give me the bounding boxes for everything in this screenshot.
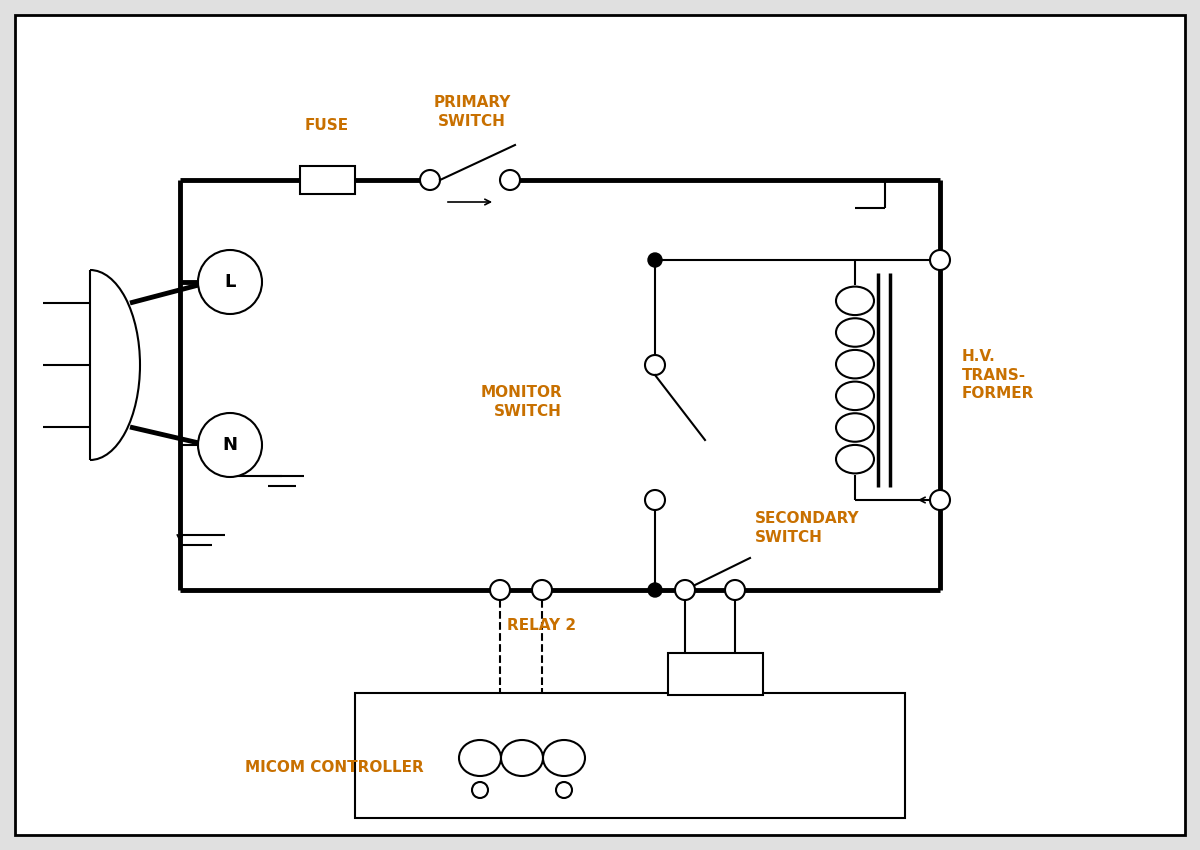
Text: MONITOR
SWITCH: MONITOR SWITCH	[480, 385, 562, 419]
Ellipse shape	[458, 740, 502, 776]
FancyBboxPatch shape	[355, 693, 905, 818]
FancyBboxPatch shape	[14, 15, 1186, 835]
FancyBboxPatch shape	[300, 166, 355, 194]
Text: RELAY 2: RELAY 2	[508, 617, 576, 632]
Circle shape	[648, 253, 662, 267]
Text: PRIMARY
SWITCH: PRIMARY SWITCH	[433, 95, 511, 129]
Circle shape	[500, 170, 520, 190]
Circle shape	[648, 583, 662, 597]
Circle shape	[646, 490, 665, 510]
Text: FUSE: FUSE	[305, 117, 349, 133]
Circle shape	[532, 580, 552, 600]
Ellipse shape	[836, 318, 874, 347]
Circle shape	[674, 580, 695, 600]
Circle shape	[198, 413, 262, 477]
FancyBboxPatch shape	[668, 653, 763, 695]
Ellipse shape	[836, 382, 874, 410]
Ellipse shape	[836, 286, 874, 315]
Circle shape	[490, 580, 510, 600]
Circle shape	[420, 170, 440, 190]
Ellipse shape	[836, 350, 874, 378]
Circle shape	[725, 580, 745, 600]
Ellipse shape	[836, 413, 874, 442]
Ellipse shape	[502, 740, 542, 776]
Circle shape	[930, 490, 950, 510]
Text: N: N	[222, 436, 238, 454]
Text: H.V.
TRANS-
FORMER: H.V. TRANS- FORMER	[962, 348, 1034, 401]
Ellipse shape	[542, 740, 586, 776]
Text: MICOM CONTROLLER: MICOM CONTROLLER	[245, 761, 424, 775]
Circle shape	[556, 782, 572, 798]
Circle shape	[930, 250, 950, 270]
Text: SECONDARY
SWITCH: SECONDARY SWITCH	[755, 511, 859, 545]
Circle shape	[472, 782, 488, 798]
Ellipse shape	[836, 445, 874, 473]
Circle shape	[646, 355, 665, 375]
Circle shape	[198, 250, 262, 314]
Text: L: L	[224, 273, 235, 291]
